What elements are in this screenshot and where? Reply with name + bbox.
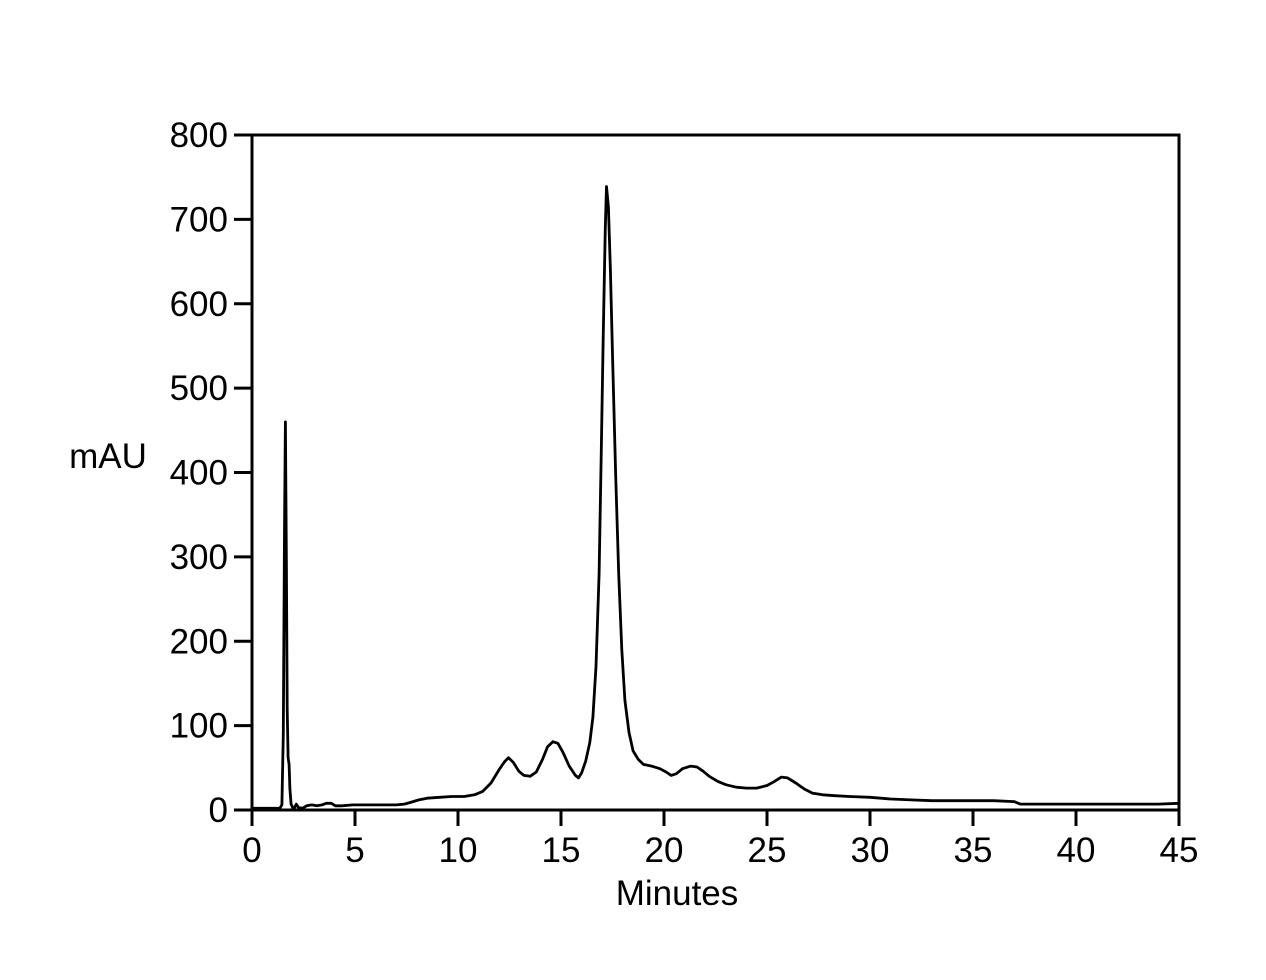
plot-frame xyxy=(250,133,1181,812)
y-axis-title: mAU xyxy=(69,437,147,476)
y-tick-label: 100 xyxy=(170,707,228,746)
y-tick-label: 600 xyxy=(170,285,228,324)
x-tick-label: 40 xyxy=(1057,831,1096,870)
y-tick-label: 800 xyxy=(170,116,228,155)
chromatogram-trace xyxy=(250,185,1181,810)
y-tick-label: 400 xyxy=(170,454,228,493)
x-tick-label: 30 xyxy=(851,831,890,870)
x-tick-label: 20 xyxy=(645,831,684,870)
y-tick-label: 300 xyxy=(170,538,228,577)
x-tick-label: 5 xyxy=(345,831,364,870)
x-tick-label: 10 xyxy=(439,831,478,870)
y-tick-label: 200 xyxy=(170,622,228,661)
x-tick-label: 0 xyxy=(242,831,261,870)
x-axis-title: Minutes xyxy=(615,874,739,913)
x-tick-label: 15 xyxy=(542,831,581,870)
x-tick-label: 25 xyxy=(748,831,787,870)
y-tick-label: 500 xyxy=(170,369,228,408)
y-tick-label: 0 xyxy=(209,791,228,830)
x-tick-label: 45 xyxy=(1160,831,1199,870)
y-tick-label: 700 xyxy=(170,200,228,239)
x-tick-label: 35 xyxy=(954,831,993,870)
